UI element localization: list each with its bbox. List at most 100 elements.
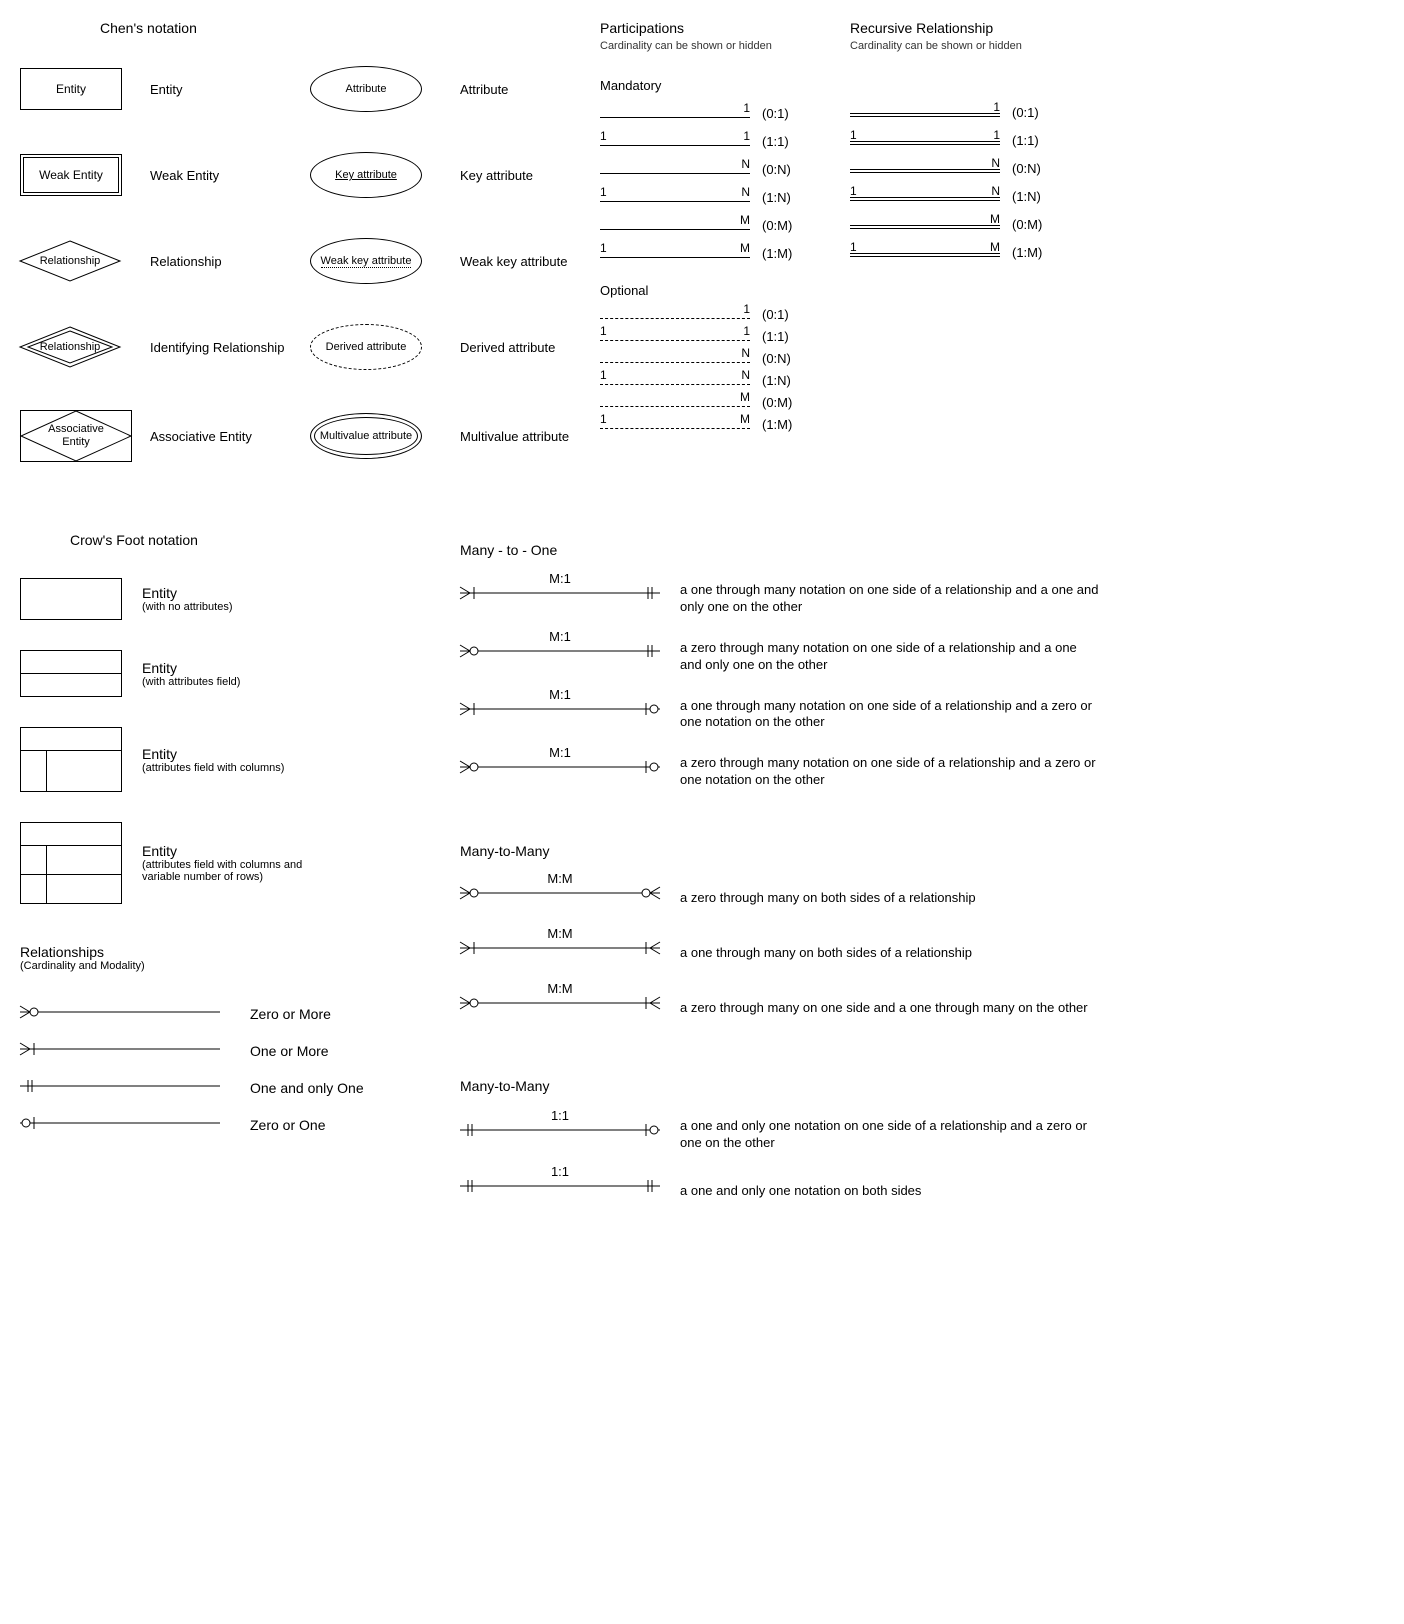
cf-conn-row: M:M a one through many on both sides of … <box>460 938 1384 969</box>
cf-entity-3 <box>20 727 122 792</box>
crows-foot-title: Crow's Foot notation <box>70 532 420 548</box>
connector-icon: M:M <box>460 883 660 911</box>
cf-entity-4 <box>20 822 122 904</box>
weak-key-shape: Weak key attribute <box>310 238 422 284</box>
cf-rel-row: One and only One <box>20 1076 420 1099</box>
mandatory-label: Mandatory <box>600 78 830 93</box>
derived-shape: Derived attribute <box>310 324 422 370</box>
participation-row: N(0:N) <box>600 159 830 179</box>
cf-desc: a zero through many notation on one side… <box>680 755 1100 789</box>
connector-icon: 1:1 <box>460 1120 660 1148</box>
participation-row: 11(1:1) <box>600 131 830 151</box>
cf-desc: a one and only one notation on one side … <box>680 1118 1100 1152</box>
relationship-shape: Relationship <box>20 241 120 281</box>
svg-text:M:1: M:1 <box>549 571 571 586</box>
cf-entity-4-label: Entity <box>142 843 342 859</box>
attribute-shape: Attribute <box>310 66 422 112</box>
connector-icon: M:M <box>460 938 660 966</box>
entity-shape-text: Entity <box>56 82 86 96</box>
chen-title: Chen's notation <box>100 20 580 36</box>
cf-conn-row: M:1 a one through many notation on one s… <box>460 582 1384 616</box>
cf-rel-legend: Zero or More One or More One and only One Z… <box>20 1002 420 1136</box>
recursive-list: 1(0:1)11(1:1)N(0:N)1N(1:N)M(0:M)1M(1:M) <box>850 102 1080 262</box>
cf-desc: a zero through many on one side and a on… <box>680 1000 1088 1017</box>
participation-row: N(0:N) <box>850 158 1080 178</box>
chen-grid: Entity Entity Attribute Attribute Weak E… <box>20 66 580 462</box>
recursive-title: Recursive Relationship <box>850 20 1080 36</box>
participation-row: M(0:M) <box>600 215 830 235</box>
connector-icon <box>20 1076 220 1096</box>
cf-desc: a one through many on both sides of a re… <box>680 945 972 962</box>
cf-conn-row: M:M a zero through many on one side and … <box>460 993 1384 1024</box>
svg-text:M:M: M:M <box>547 981 572 996</box>
connector-icon: 1:1 <box>460 1176 660 1204</box>
participation-row: 1(0:1) <box>850 102 1080 122</box>
cf-section-title: Many - to - One <box>460 542 1384 558</box>
cf-conn-row: M:1 a one through many notation on one s… <box>460 698 1384 732</box>
participation-row: N(0:N) <box>600 348 830 368</box>
svg-text:M:M: M:M <box>547 871 572 886</box>
cf-rel-label: Zero or One <box>250 1117 390 1133</box>
key-attr-shape: Key attribute <box>310 152 422 198</box>
connector-icon: M:1 <box>460 583 660 611</box>
connector-icon <box>20 1002 220 1022</box>
cf-conn-row: M:1 a zero through many notation on one … <box>460 640 1384 674</box>
weak-entity-label: Weak Entity <box>150 168 300 183</box>
cf-rel-row: One or More <box>20 1039 420 1062</box>
cf-rel-label: One or More <box>250 1043 390 1059</box>
weak-key-label: Weak key attribute <box>460 254 600 269</box>
weak-entity-text: Weak Entity <box>39 168 103 182</box>
multivalue-label: Multivalue attribute <box>460 429 600 444</box>
participation-row: 1(0:1) <box>600 103 830 123</box>
cf-desc: a zero through many on both sides of a r… <box>680 890 976 907</box>
participation-row: 1N(1:N) <box>600 187 830 207</box>
cf-conn-row: 1:1 a one and only one notation on both … <box>460 1176 1384 1207</box>
cf-conn-row: M:M a zero through many on both sides of… <box>460 883 1384 914</box>
svg-text:M:1: M:1 <box>549 629 571 644</box>
cf-desc: a one and only one notation on both side… <box>680 1183 921 1200</box>
cf-entity-3-sub: (attributes field with columns) <box>142 762 284 774</box>
entity-shape: Entity <box>20 68 122 110</box>
participation-row: 1N(1:N) <box>850 186 1080 206</box>
svg-text:M:1: M:1 <box>549 745 571 760</box>
identifying-shape: Relationship <box>20 327 120 367</box>
participation-row: M(0:M) <box>600 392 830 412</box>
participations-sub: Cardinality can be shown or hidden <box>600 40 830 52</box>
cf-entity-1-sub: (with no attributes) <box>142 601 232 613</box>
participations-title: Participations <box>600 20 830 36</box>
participation-row: M(0:M) <box>850 214 1080 234</box>
cf-rel-label: Zero or More <box>250 1006 390 1022</box>
derived-label: Derived attribute <box>460 340 600 355</box>
cf-entity-2-sub: (with attributes field) <box>142 676 240 688</box>
participation-row: 11(1:1) <box>850 130 1080 150</box>
connector-icon: M:M <box>460 993 660 1021</box>
attribute-label: Attribute <box>460 82 600 97</box>
cf-desc: a one through many notation on one side … <box>680 698 1100 732</box>
participation-row: 1N(1:N) <box>600 370 830 390</box>
cf-entity-2-label: Entity <box>142 660 240 676</box>
svg-text:M:1: M:1 <box>549 687 571 702</box>
optional-label: Optional <box>600 283 830 298</box>
associative-text: AssociativeEntity <box>21 423 131 449</box>
entity-label: Entity <box>150 82 300 97</box>
attribute-shape-text: Attribute <box>346 83 387 95</box>
participation-row: 1M(1:M) <box>600 414 830 434</box>
key-attr-text: Key attribute <box>335 169 397 181</box>
cf-section-title: Many-to-Many <box>460 843 1384 859</box>
relationship-text: Relationship <box>20 255 120 267</box>
mandatory-list: 1(0:1)11(1:1)N(0:N)1N(1:N)M(0:M)1M(1:M) <box>600 103 830 263</box>
cf-entity-1-label: Entity <box>142 585 232 601</box>
participation-row: 11(1:1) <box>600 326 830 346</box>
cf-entity-1 <box>20 578 122 620</box>
svg-text:M:M: M:M <box>547 926 572 941</box>
cf-rel-label: One and only One <box>250 1080 390 1096</box>
svg-text:1:1: 1:1 <box>551 1164 569 1179</box>
weak-entity-shape: Weak Entity <box>20 154 122 196</box>
cf-desc: a one through many notation on one side … <box>680 582 1100 616</box>
cf-rel-row: Zero or More <box>20 1002 420 1025</box>
identifying-text: Relationship <box>20 341 120 353</box>
key-attr-label: Key attribute <box>460 168 600 183</box>
cf-rel-row: Zero or One <box>20 1113 420 1136</box>
cf-entity-3-label: Entity <box>142 746 284 762</box>
derived-text: Derived attribute <box>326 341 407 353</box>
